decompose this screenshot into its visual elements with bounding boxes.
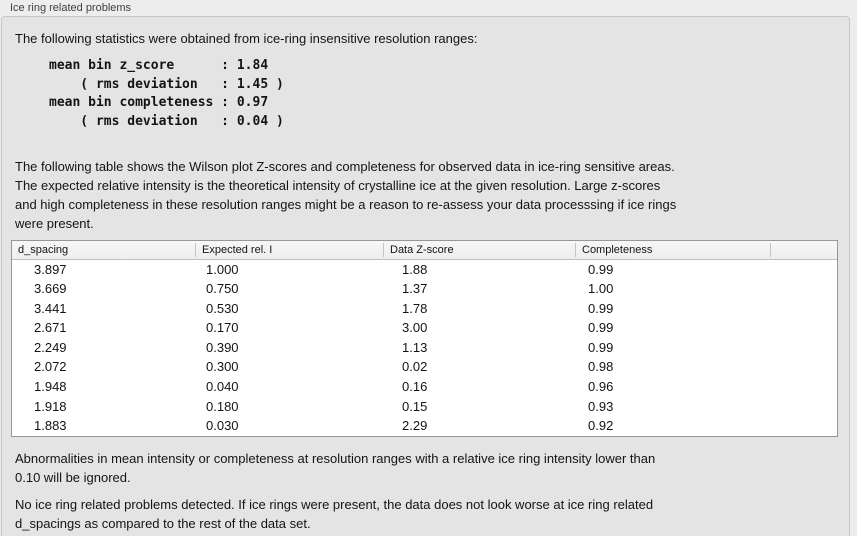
- table-cell: 1.00: [588, 281, 614, 297]
- table-cell: [771, 259, 837, 279]
- table-cell: [771, 299, 837, 319]
- table-cell: 0.92: [588, 418, 614, 434]
- table-cell: 0.040: [206, 379, 239, 395]
- table-row[interactable]: 1.918 0.180 0.15 0.93: [12, 397, 837, 417]
- table-cell: 1.000: [206, 261, 239, 277]
- table-cell: 1.88: [402, 261, 428, 277]
- column-header[interactable]: Completeness: [576, 241, 771, 260]
- table-cell: 0.15: [402, 398, 428, 414]
- table-cell: 2.249: [34, 339, 67, 355]
- intro-text: The following statistics were obtained f…: [15, 31, 478, 46]
- table-body: 3.897 1.000 1.88 0.99 3.669 0.750 1.37 1.00 3.44…: [12, 259, 837, 436]
- table-cell: 2.671: [34, 320, 67, 336]
- table-cell: 0.170: [206, 320, 239, 336]
- table-row[interactable]: 3.441 0.530 1.78 0.99: [12, 299, 837, 319]
- table-cell: 0.99: [588, 339, 614, 355]
- table-cell: [771, 377, 837, 397]
- conclusion-text: No ice ring related problems detected. I…: [15, 496, 654, 531]
- column-header[interactable]: [771, 241, 837, 260]
- table-cell: [771, 397, 837, 417]
- table-row[interactable]: 1.883 0.030 2.29 0.92: [12, 416, 837, 436]
- table-row[interactable]: 2.072 0.300 0.02 0.98: [12, 357, 837, 377]
- table-cell: 0.180: [206, 398, 239, 414]
- table-cell: 1.13: [402, 339, 428, 355]
- stats-block: mean bin z_score : 1.84 ( rms deviation …: [49, 58, 284, 129]
- table-cell: [771, 279, 837, 299]
- table-row[interactable]: 3.897 1.000 1.88 0.99: [12, 259, 837, 279]
- ice-ring-table-grid: d_spacing Expected rel. I Data Z-score Comp…: [12, 241, 837, 436]
- ignore-note: Abnormalities in mean intensity or compl…: [15, 450, 656, 485]
- table-cell: [771, 357, 837, 377]
- table-cell: 0.99: [588, 320, 614, 336]
- ice-ring-table[interactable]: d_spacing Expected rel. I Data Z-score Comp…: [11, 240, 838, 437]
- table-row[interactable]: 2.671 0.170 3.00 0.99: [12, 318, 837, 338]
- table-row[interactable]: 3.669 0.750 1.37 1.00: [12, 279, 837, 299]
- table-cell: 1.948: [34, 379, 67, 395]
- table-cell: [771, 338, 837, 358]
- table-cell: 0.98: [588, 359, 614, 375]
- table-cell: [771, 318, 837, 338]
- table-header-row: d_spacing Expected rel. I Data Z-score Comp…: [12, 241, 837, 260]
- table-cell: 0.390: [206, 339, 239, 355]
- column-header[interactable]: d_spacing: [12, 241, 196, 260]
- table-cell: 0.02: [402, 359, 428, 375]
- table-cell: [771, 416, 837, 436]
- table-cell: 1.78: [402, 300, 428, 316]
- table-cell: 0.96: [588, 379, 614, 395]
- table-cell: 3.669: [34, 281, 67, 297]
- column-header[interactable]: Data Z-score: [384, 241, 576, 260]
- table-cell: 1.918: [34, 398, 67, 414]
- table-row[interactable]: 1.948 0.040 0.16 0.96: [12, 377, 837, 397]
- table-cell: 1.37: [402, 281, 428, 297]
- table-cell: 0.300: [206, 359, 239, 375]
- table-cell: 0.16: [402, 379, 428, 395]
- table-cell: 3.441: [34, 300, 67, 316]
- table-cell: 0.530: [206, 300, 239, 316]
- table-row[interactable]: 2.249 0.390 1.13 0.99: [12, 338, 837, 358]
- table-cell: 3.00: [402, 320, 428, 336]
- ice-ring-groupbox: The following statistics were obtained f…: [1, 16, 850, 536]
- table-cell: 0.030: [206, 418, 239, 434]
- table-cell: 0.750: [206, 281, 239, 297]
- table-description: The following table shows the Wilson plo…: [15, 159, 677, 231]
- table-cell: 0.93: [588, 398, 614, 414]
- column-header[interactable]: Expected rel. I: [196, 241, 384, 260]
- table-cell: 3.897: [34, 261, 67, 277]
- table-cell: 2.29: [402, 418, 428, 434]
- table-cell: 2.072: [34, 359, 67, 375]
- panel-title: Ice ring related problems: [10, 2, 132, 14]
- table-cell: 0.99: [588, 300, 614, 316]
- table-cell: 0.99: [588, 261, 614, 277]
- table-cell: 1.883: [34, 418, 67, 434]
